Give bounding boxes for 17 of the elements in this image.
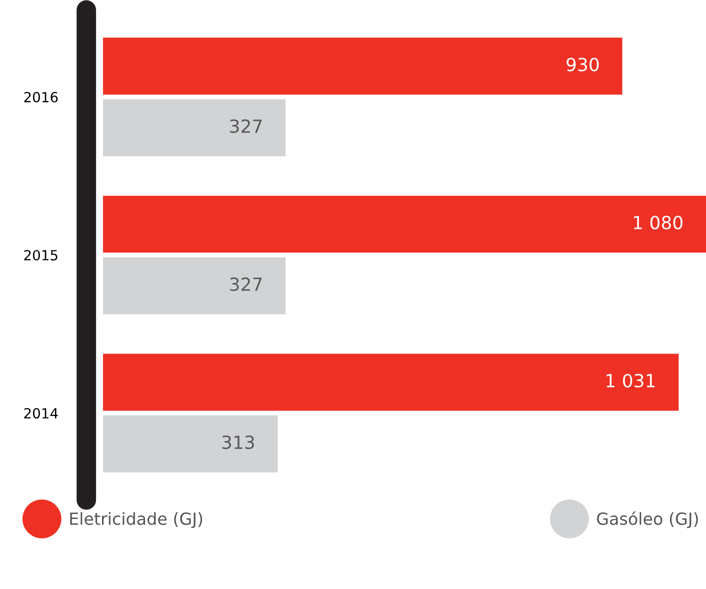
y-tick-label: 2015 bbox=[24, 250, 58, 260]
data-label: 327 bbox=[230, 119, 262, 133]
bar bbox=[103, 38, 622, 95]
data-label: 327 bbox=[230, 277, 262, 292]
bar bbox=[103, 99, 286, 156]
data-label: 1 080 bbox=[634, 216, 682, 230]
y-tick-label: 2016 bbox=[24, 92, 58, 102]
legend-label: Gasóleo (GJ) bbox=[597, 511, 698, 528]
bar bbox=[103, 257, 286, 314]
data-label: 313 bbox=[222, 435, 254, 450]
bar bbox=[103, 196, 706, 253]
legend-label: Eletricidade (GJ) bbox=[70, 512, 202, 528]
data-label: 1 031 bbox=[606, 374, 655, 388]
bar bbox=[103, 415, 278, 472]
data-label: 930 bbox=[566, 58, 599, 72]
bar bbox=[103, 354, 679, 411]
y-tick-label: 2014 bbox=[24, 408, 58, 419]
